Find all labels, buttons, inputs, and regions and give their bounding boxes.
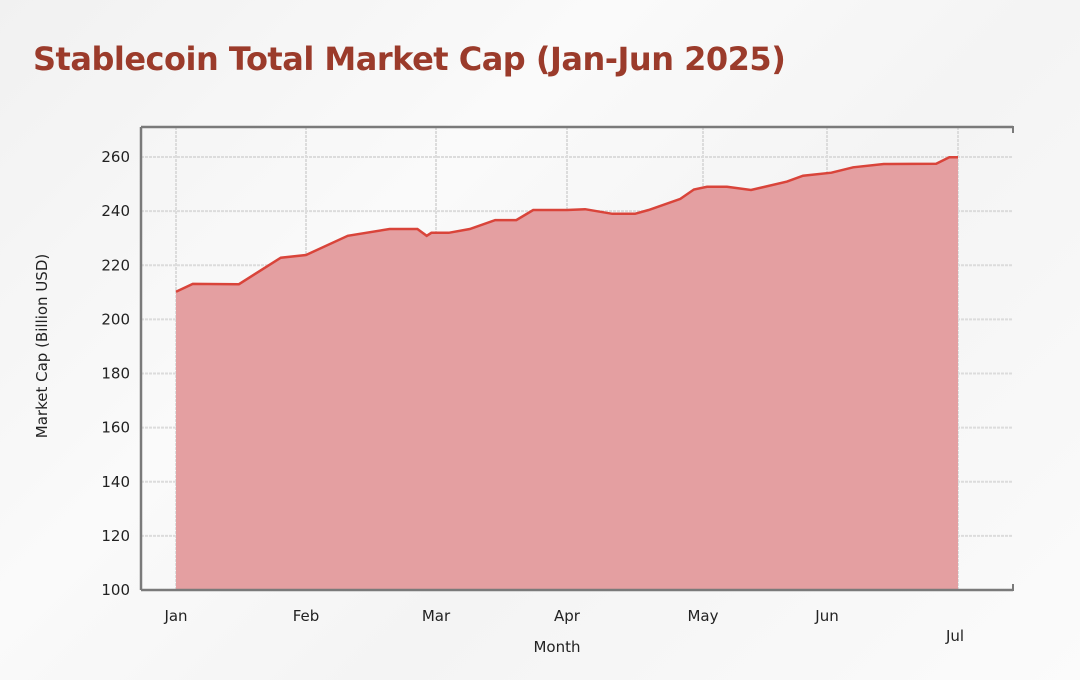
- y-tick-label: 240: [101, 202, 130, 220]
- x-tick-label: Apr: [554, 607, 581, 625]
- x-tick-label: Feb: [293, 607, 320, 625]
- series-line: [175, 156, 958, 293]
- y-axis-label: Market Cap (Billion USD): [33, 254, 51, 438]
- y-tick-label: 200: [101, 310, 130, 328]
- x-tick-label: Mar: [422, 607, 451, 625]
- y-tick-label: 100: [101, 581, 130, 599]
- y-tick-label: 220: [101, 256, 130, 274]
- x-tick-label: Jun: [814, 607, 838, 625]
- x-axis-label: Month: [533, 638, 580, 656]
- y-tick-label: 180: [101, 365, 130, 383]
- y-tick-label: 160: [101, 419, 130, 437]
- y-tick-label: 140: [101, 473, 130, 491]
- y-tick-labels: 100 120 140 160 180 200 220 240 260: [101, 148, 130, 599]
- x-tick-label: Jul: [945, 627, 964, 645]
- y-tick-label: 120: [101, 527, 130, 545]
- x-tick-label: Jan: [163, 607, 187, 625]
- y-tick-label: 260: [101, 148, 130, 166]
- x-tick-labels: Jan Feb Mar Apr May Jun Jul: [163, 607, 964, 645]
- plot-frame: [139, 125, 1014, 592]
- x-tick-label: May: [687, 607, 718, 625]
- series-area: [176, 157, 958, 591]
- chart-title: Stablecoin Total Market Cap (Jan-Jun 202…: [33, 40, 786, 78]
